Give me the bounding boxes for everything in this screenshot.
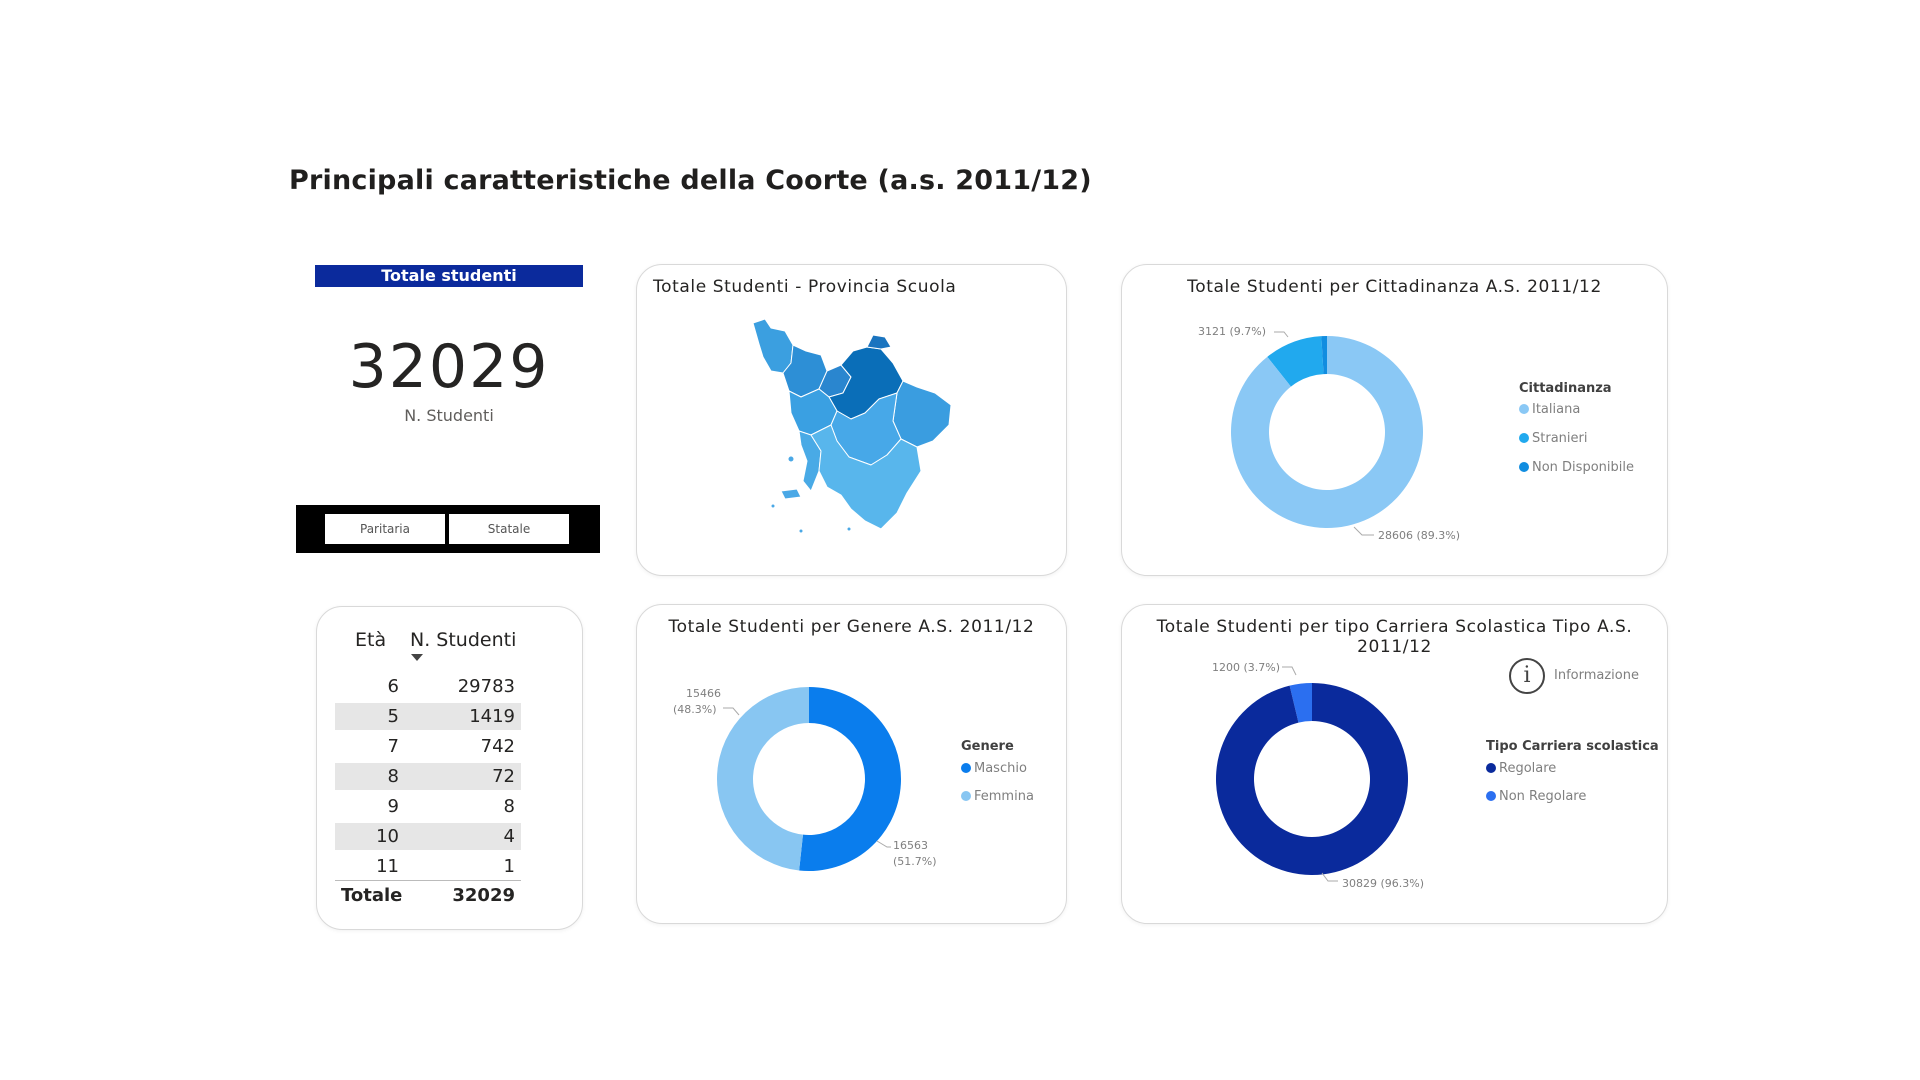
data-label-italiana: 28606 (89.3%) <box>1378 529 1461 542</box>
leader-line <box>1274 331 1289 338</box>
cell-n-studenti: 4 <box>503 826 515 847</box>
cell-n-studenti: 742 <box>480 736 515 757</box>
age-table-card: Età N. Studenti 6 29783 5 1419 7 742 8 72 9 8 10 4 1… <box>316 606 583 930</box>
data-label-femmina-value: 15466 <box>686 687 721 700</box>
donut-slice-regolare[interactable] <box>1216 683 1408 875</box>
page-title: Principali caratteristiche della Coorte … <box>289 165 1092 196</box>
donut-slice-stranieri[interactable] <box>1267 336 1324 387</box>
table-total-row: Totale 32029 <box>335 880 521 909</box>
table-row[interactable]: 5 1419 <box>335 703 521 730</box>
table-row[interactable]: 10 4 <box>335 823 521 850</box>
province-massa-carrara[interactable] <box>752 318 794 374</box>
cell-eta: 7 <box>387 736 399 757</box>
map-card-title: Totale Studenti - Provincia Scuola <box>653 277 957 297</box>
kpi-label: N. Studenti <box>404 406 494 425</box>
leader-line <box>876 840 891 848</box>
citizenship-card-title: Totale Studenti per Cittadinanza A.S. 20… <box>1187 277 1602 297</box>
data-label-stranieri: 3121 (9.7%) <box>1198 325 1267 338</box>
cell-eta: 11 <box>376 856 399 877</box>
donut-slice-non-disponibile[interactable] <box>1321 336 1327 375</box>
legend-item-non-disponibile[interactable]: Non Disponibile <box>1519 460 1634 475</box>
leader-line <box>1282 666 1297 676</box>
career-card: Totale Studenti per tipo Carriera Scolas… <box>1121 604 1668 924</box>
career-card-title: Totale Studenti per tipo Carriera Scolas… <box>1156 617 1633 657</box>
legend-item-regolare[interactable]: Regolare <box>1486 761 1556 776</box>
slicer-option-paritaria[interactable]: Paritaria <box>325 514 445 544</box>
table-row[interactable]: 7 742 <box>335 733 521 760</box>
citizenship-card: Totale Studenti per Cittadinanza A.S. 20… <box>1121 264 1668 576</box>
cell-n-studenti: 1419 <box>469 706 515 727</box>
gender-card-title: Totale Studenti per Genere A.S. 2011/12 <box>668 617 1035 637</box>
province-grosseto[interactable] <box>810 424 922 530</box>
donut-slice-femmina[interactable] <box>717 687 809 871</box>
cell-eta: 8 <box>387 766 399 787</box>
cell-eta: 5 <box>387 706 399 727</box>
tuscany-map[interactable] <box>637 265 1066 575</box>
sort-descending-icon[interactable] <box>411 654 423 661</box>
donut-slice-italiana[interactable] <box>1231 336 1423 528</box>
cell-eta: 10 <box>376 826 399 847</box>
data-label-maschio-pct: (51.7%) <box>893 855 937 868</box>
donut-slice-maschio[interactable] <box>799 687 902 871</box>
table-row[interactable]: 11 1 <box>335 853 521 880</box>
legend-item-femmina[interactable]: Femmina <box>961 789 1034 804</box>
legend-title-tipo-carriera: Tipo Carriera scolastica <box>1486 739 1659 754</box>
cell-n-studenti: 29783 <box>457 676 515 697</box>
total-value: 32029 <box>452 885 515 906</box>
citizenship-donut-chart[interactable] <box>1122 265 1667 575</box>
legend-item-stranieri[interactable]: Stranieri <box>1519 431 1587 446</box>
data-label-non-regolare: 1200 (3.7%) <box>1212 661 1281 674</box>
total-label: Totale <box>341 885 403 906</box>
legend-item-maschio[interactable]: Maschio <box>961 761 1027 776</box>
map-card: Totale Studenti - Provincia Scuola <box>636 264 1067 576</box>
gender-card: Totale Studenti per Genere A.S. 2011/12 … <box>636 604 1067 924</box>
cell-n-studenti: 8 <box>503 796 515 817</box>
island-elba-main <box>780 488 802 500</box>
column-header-n-studenti[interactable]: N. Studenti <box>410 629 517 651</box>
kpi-value: 32029 <box>348 332 550 402</box>
leader-line <box>1353 526 1374 536</box>
legend-title-genere: Genere <box>961 739 1014 754</box>
province-prato[interactable] <box>866 334 892 350</box>
info-icon[interactable]: i <box>1509 658 1545 694</box>
legend-title-cittadinanza: Cittadinanza <box>1519 381 1612 396</box>
leader-line <box>723 707 740 716</box>
data-label-femmina-pct: (48.3%) <box>673 703 717 716</box>
gender-donut-chart[interactable] <box>637 605 1066 923</box>
cell-n-studenti: 1 <box>503 856 515 877</box>
legend-item-italiana[interactable]: Italiana <box>1519 402 1580 417</box>
donut-slice-non-regolare[interactable] <box>1289 683 1312 723</box>
legend-item-non-regolare[interactable]: Non Regolare <box>1486 789 1586 804</box>
career-donut-chart[interactable] <box>1122 605 1667 923</box>
column-header-eta[interactable]: Età <box>355 629 387 651</box>
table-row[interactable]: 6 29783 <box>335 673 521 700</box>
cell-n-studenti: 72 <box>492 766 515 787</box>
cell-eta: 9 <box>387 796 399 817</box>
kpi-header: Totale studenti <box>315 265 583 287</box>
province-arezzo[interactable] <box>892 380 952 448</box>
slicer-option-statale[interactable]: Statale <box>449 514 569 544</box>
island-elba <box>787 455 795 463</box>
cell-eta: 6 <box>387 676 399 697</box>
data-label-maschio-value: 16563 <box>893 839 928 852</box>
table-row[interactable]: 8 72 <box>335 763 521 790</box>
school-type-slicer: Paritaria Statale <box>296 505 600 553</box>
leader-line <box>1321 872 1338 882</box>
info-label[interactable]: Informazione <box>1554 668 1639 683</box>
data-label-regolare: 30829 (96.3%) <box>1342 877 1425 890</box>
